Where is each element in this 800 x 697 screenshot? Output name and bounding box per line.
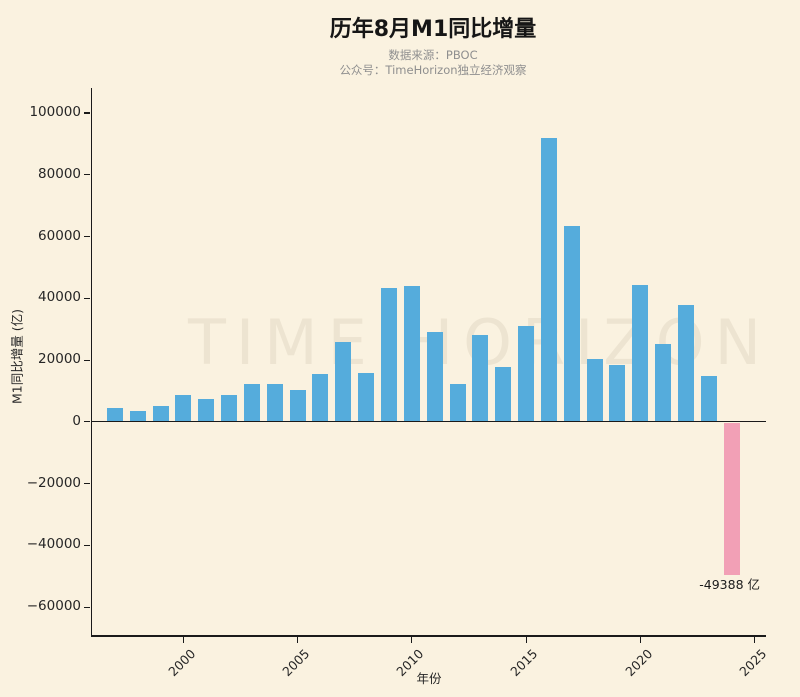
bar-negative <box>723 422 740 576</box>
y-tick-label: 0 <box>72 412 81 429</box>
bar-positive <box>678 304 695 422</box>
x-tick-label: 2025 <box>736 646 770 680</box>
y-tick-label: −60000 <box>26 598 81 615</box>
y-tick-mark <box>84 112 90 114</box>
y-axis-line <box>90 88 92 637</box>
y-tick-mark <box>84 544 90 547</box>
x-tick-label: 2020 <box>621 646 655 680</box>
x-axis-line <box>90 635 766 637</box>
x-tick-mark <box>525 636 527 643</box>
x-tick-label: 2005 <box>279 646 313 680</box>
y-tick-mark <box>84 297 90 299</box>
x-tick-mark <box>297 636 299 643</box>
bar-positive <box>472 334 489 422</box>
bar-positive <box>335 341 352 422</box>
bar-positive <box>381 287 398 422</box>
x-tick-mark <box>639 636 641 643</box>
x-axis-label: 年份 <box>416 671 442 686</box>
bar-positive <box>426 331 443 422</box>
bar-positive <box>609 364 626 422</box>
negative-bar-annotation: -49388 亿 <box>699 577 760 592</box>
bar-positive <box>586 359 603 422</box>
bar-positive <box>540 138 557 422</box>
bar-positive <box>312 374 329 422</box>
bar-positive <box>655 343 672 422</box>
zero-line <box>92 421 766 423</box>
y-tick-mark <box>84 483 90 485</box>
x-tick-label: 2000 <box>164 646 198 680</box>
bar-positive <box>266 383 283 422</box>
bar-positive <box>700 375 717 422</box>
chart-title: 历年8月M1同比增量 <box>329 17 537 42</box>
bar-positive <box>129 410 146 422</box>
y-tick-label: −40000 <box>26 536 81 553</box>
y-tick-label: 100000 <box>29 104 81 121</box>
bar-positive <box>449 383 466 422</box>
bar-positive <box>106 407 123 422</box>
x-tick-mark <box>182 636 184 643</box>
y-tick-mark <box>84 421 90 423</box>
bar-positive <box>175 394 192 422</box>
bar-positive <box>632 284 649 422</box>
bar-positive <box>152 406 169 422</box>
y-tick-mark <box>84 174 90 176</box>
chart-subtitle-account: 公众号：TimeHorizon独立经济观察 <box>339 63 527 77</box>
y-tick-mark <box>84 606 90 608</box>
bar-positive <box>403 285 420 422</box>
bar-positive <box>563 225 580 422</box>
y-tick-label: 60000 <box>38 227 81 244</box>
chart-subtitle-source: 数据来源：PBOC <box>388 48 478 62</box>
bar-positive <box>221 394 238 422</box>
bar-positive <box>289 389 306 422</box>
bar-positive <box>198 399 215 422</box>
y-tick-label: 40000 <box>38 289 81 306</box>
bar-positive <box>518 326 535 422</box>
y-tick-mark <box>84 235 90 238</box>
y-tick-label: −20000 <box>26 474 81 491</box>
y-tick-mark <box>84 359 90 361</box>
x-tick-label: 2015 <box>507 646 541 680</box>
y-tick-label: 20000 <box>38 351 81 368</box>
bar-positive <box>358 373 375 422</box>
y-tick-label: 80000 <box>38 165 81 182</box>
x-tick-mark <box>411 636 413 643</box>
bar-positive <box>495 366 512 422</box>
bar-positive <box>243 384 260 422</box>
x-tick-mark <box>753 636 756 643</box>
